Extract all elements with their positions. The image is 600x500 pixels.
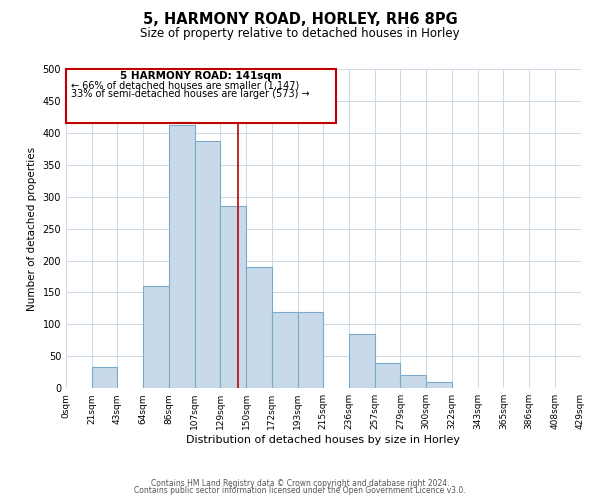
FancyBboxPatch shape — [66, 69, 336, 124]
Y-axis label: Number of detached properties: Number of detached properties — [27, 146, 37, 310]
Text: 33% of semi-detached houses are larger (573) →: 33% of semi-detached houses are larger (… — [71, 90, 310, 100]
Bar — [272, 312, 298, 388]
Bar — [220, 206, 246, 388]
Bar — [194, 140, 220, 388]
Text: 5, HARMONY ROAD, HORLEY, RH6 8PG: 5, HARMONY ROAD, HORLEY, RH6 8PG — [143, 12, 457, 28]
Text: Contains public sector information licensed under the Open Government Licence v3: Contains public sector information licen… — [134, 486, 466, 495]
Bar — [92, 367, 118, 388]
Bar — [298, 312, 323, 388]
Text: ← 66% of detached houses are smaller (1,147): ← 66% of detached houses are smaller (1,… — [71, 80, 299, 90]
Text: Size of property relative to detached houses in Horley: Size of property relative to detached ho… — [140, 28, 460, 40]
Bar — [375, 362, 400, 388]
Bar — [400, 376, 426, 388]
X-axis label: Distribution of detached houses by size in Horley: Distribution of detached houses by size … — [186, 435, 460, 445]
Bar — [349, 334, 375, 388]
Bar — [169, 124, 194, 388]
Bar — [426, 382, 452, 388]
Bar — [143, 286, 169, 388]
Bar — [246, 267, 272, 388]
Text: Contains HM Land Registry data © Crown copyright and database right 2024.: Contains HM Land Registry data © Crown c… — [151, 478, 449, 488]
Text: 5 HARMONY ROAD: 141sqm: 5 HARMONY ROAD: 141sqm — [120, 71, 282, 81]
